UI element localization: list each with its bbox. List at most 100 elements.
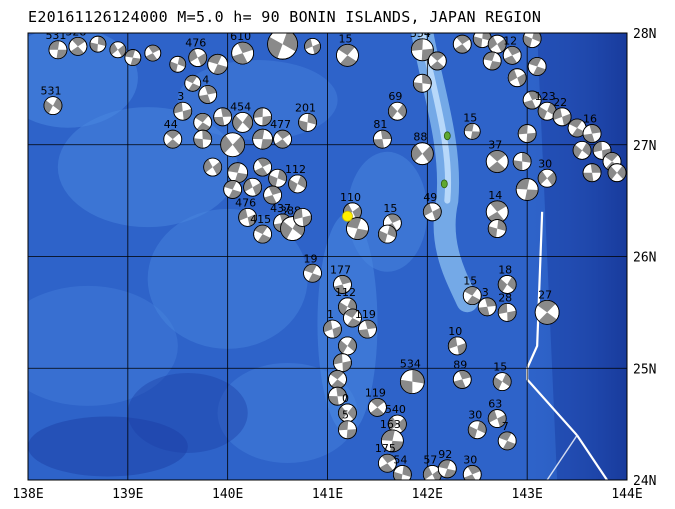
event-depth-label: 54: [393, 453, 407, 466]
latitude-tick-label: 25N: [633, 362, 656, 377]
event-depth-label: 15: [463, 275, 477, 288]
event-depth-label: 28: [498, 291, 512, 304]
boundary-line: [546, 434, 578, 480]
beachball-outline: [293, 207, 312, 227]
beachball-outline: [463, 122, 481, 140]
beachball-outline: [477, 297, 497, 317]
focal-mechanism: 19: [303, 252, 322, 283]
focal-mechanism: 89: [452, 358, 472, 389]
beachball-outline: [89, 35, 107, 53]
epicenter-marker: [342, 210, 353, 222]
beachball-outline: [517, 124, 537, 143]
beachball-compression: [547, 172, 557, 186]
focal-mechanism: [517, 124, 537, 143]
latitude-tick-label: 26N: [633, 251, 656, 266]
focal-mechanism: [572, 140, 592, 160]
beachball-outline: [188, 48, 208, 67]
beachball-outline: [512, 152, 532, 171]
focal-mechanism: [512, 152, 532, 171]
beachball-compression: [336, 387, 347, 397]
event-depth-label: 16: [583, 113, 597, 126]
focal-mechanism: [412, 73, 432, 93]
beachball-outline: [502, 45, 522, 65]
focal-mechanism: [515, 178, 539, 201]
focal-mechanism: [607, 163, 627, 183]
event-depth-label: 12: [503, 34, 517, 47]
focal-mechanism: 119: [365, 386, 387, 417]
focal-mechanism: [243, 177, 263, 197]
beachball-outline: [582, 124, 602, 143]
beachball-compression: [302, 215, 312, 227]
beachball-compression: [380, 130, 392, 140]
focal-mechanism: 88: [410, 131, 434, 166]
beachball-compression: [604, 152, 619, 162]
event-depth-label: 49: [423, 191, 437, 204]
beachball-compression: [478, 306, 490, 316]
beachball-compression: [503, 55, 518, 65]
event-depth-label: 92: [438, 448, 452, 461]
event-depth-label: 5: [492, 23, 499, 36]
beachball-compression: [364, 320, 377, 330]
focal-mechanism: 477: [270, 118, 292, 149]
beachball-compression: [197, 52, 207, 66]
beachball-compression: [454, 44, 469, 54]
focal-mechanism: 112: [285, 163, 307, 194]
beachball-outline: [124, 49, 142, 66]
event-depth-label: 15: [493, 361, 507, 374]
beachball-compression: [379, 463, 394, 473]
event-depth-label: 37: [488, 139, 502, 152]
bathymetry-patch: [347, 151, 428, 272]
beachball-compression: [195, 113, 209, 123]
event-depth-label: 112: [285, 163, 306, 176]
beachball-compression: [338, 420, 349, 431]
beachball-outline: [485, 150, 509, 173]
island: [443, 131, 451, 141]
bathymetry-patch: [57, 107, 238, 228]
beachball-compression: [484, 297, 497, 307]
bathymetry-patch: [28, 416, 188, 477]
beachball-outline: [482, 51, 502, 71]
focal-mechanism: 22: [552, 96, 572, 127]
longitude-tick-label: 141E: [312, 487, 343, 502]
event-depth-label: 437: [270, 202, 291, 215]
focal-mechanism: 531: [45, 33, 68, 60]
focal-mechanism: [207, 53, 229, 75]
focal-mechanism: 44: [163, 118, 183, 149]
beachball-outline: [304, 38, 321, 55]
beachball-compression: [508, 69, 518, 83]
beachball-outline: [497, 431, 517, 451]
beachball-compression: [593, 141, 603, 153]
beachball-compression: [568, 118, 583, 128]
focal-mechanism: [328, 370, 347, 389]
event-depth-label: 534: [400, 358, 421, 371]
beachball-compression: [389, 440, 404, 452]
beachball-outline: [462, 286, 482, 306]
event-depth-label: 88: [413, 131, 427, 144]
beachball-outline: [522, 33, 542, 48]
beachball-outline: [410, 142, 434, 166]
beachball-outline: [338, 420, 357, 440]
beachball-outline: [380, 429, 404, 453]
beachball-compression: [423, 466, 433, 480]
event-depth-label: 27: [538, 288, 552, 301]
focal-mechanism: [507, 68, 527, 88]
beachball-compression: [347, 298, 357, 312]
beachball-outline: [220, 132, 246, 158]
event-depth-label: 4: [202, 73, 209, 86]
latitude-tick-label: 27N: [633, 139, 656, 154]
beachball-compression: [412, 369, 425, 384]
beachball-outline: [231, 41, 255, 65]
beachball-outline: [198, 85, 218, 104]
event-depth-label: 3: [177, 90, 184, 103]
beachball-compression: [387, 213, 401, 223]
focal-mechanism: [193, 129, 213, 149]
beachball-compression: [304, 264, 317, 274]
beachball-outline: [193, 129, 213, 149]
beachball-compression: [331, 379, 345, 389]
beachball-compression: [590, 163, 602, 173]
beachball-compression: [188, 83, 201, 92]
beachball-outline: [336, 43, 359, 67]
beachball-compression: [347, 317, 361, 327]
focal-mechanism: 28: [497, 291, 517, 322]
